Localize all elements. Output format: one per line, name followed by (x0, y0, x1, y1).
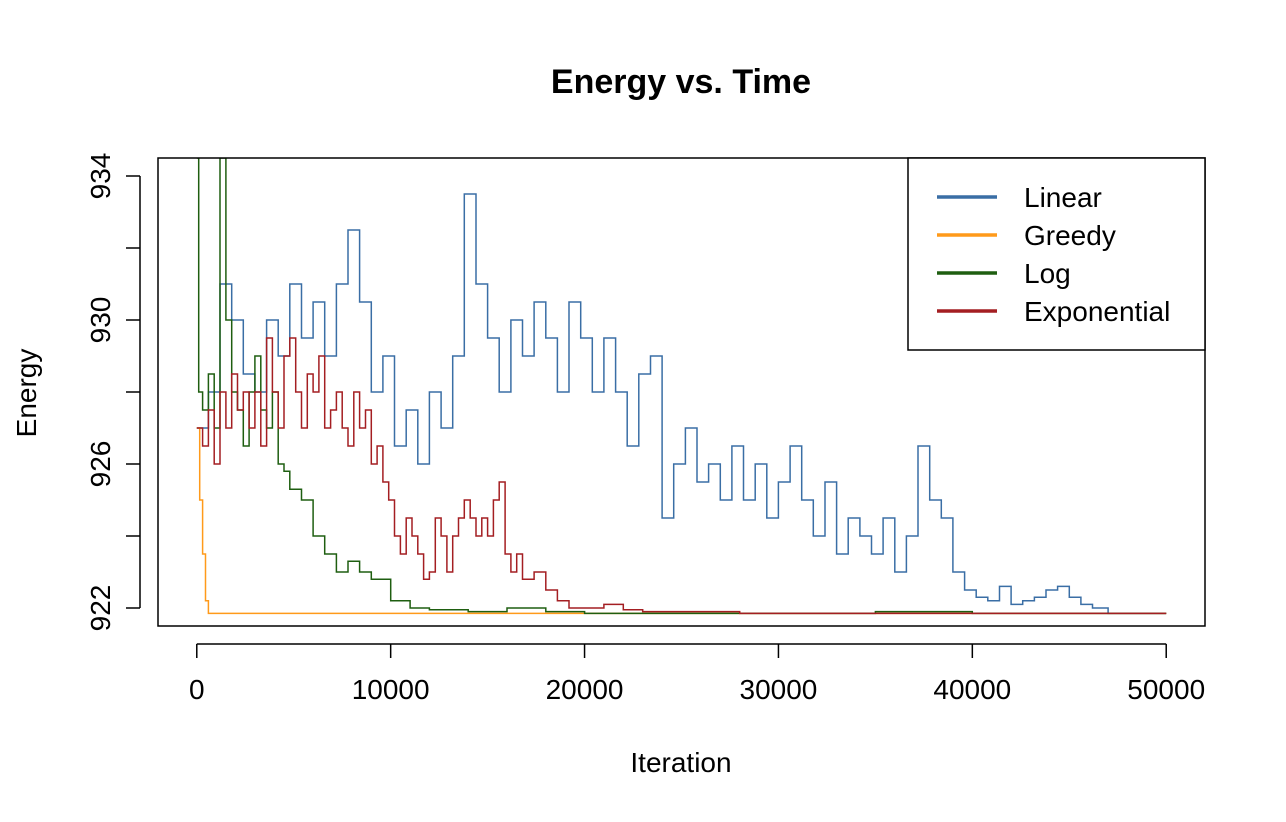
series-line-log (196, 158, 1167, 615)
legend: Linear Greedy Log Exponential (907, 157, 1206, 351)
plot-area (157, 157, 1206, 627)
x-tick-label: 50000 (1127, 674, 1205, 705)
legend-box (907, 157, 1206, 351)
chart-title: Energy vs. Time (551, 63, 811, 101)
legend-label-exponential: Exponential (1024, 296, 1170, 327)
x-tick-label: 0 (189, 674, 205, 705)
y-tick-label: 930 (85, 297, 116, 344)
plot-frame (157, 157, 1206, 627)
y-axis-label: Energy (11, 349, 42, 438)
y-tick-label: 934 (85, 153, 116, 200)
x-tick-label: 10000 (352, 674, 430, 705)
x-tick-label: 40000 (933, 674, 1011, 705)
series-line-exponential (196, 337, 1167, 615)
x-axis-label: Iteration (630, 747, 731, 778)
series-line-greedy (196, 427, 1167, 615)
y-axis: 922 926 930 934 (85, 153, 141, 632)
x-tick-label: 20000 (546, 674, 624, 705)
legend-label-log: Log (1024, 258, 1071, 289)
x-tick-label: 30000 (740, 674, 818, 705)
legend-label-linear: Linear (1024, 182, 1102, 213)
x-axis: 0 10000 20000 30000 40000 50000 (189, 643, 1205, 705)
y-tick-label: 926 (85, 441, 116, 488)
y-tick-label: 922 (85, 585, 116, 632)
legend-label-greedy: Greedy (1024, 220, 1116, 251)
series-line-linear (196, 193, 1167, 615)
series-layer (196, 158, 1167, 615)
